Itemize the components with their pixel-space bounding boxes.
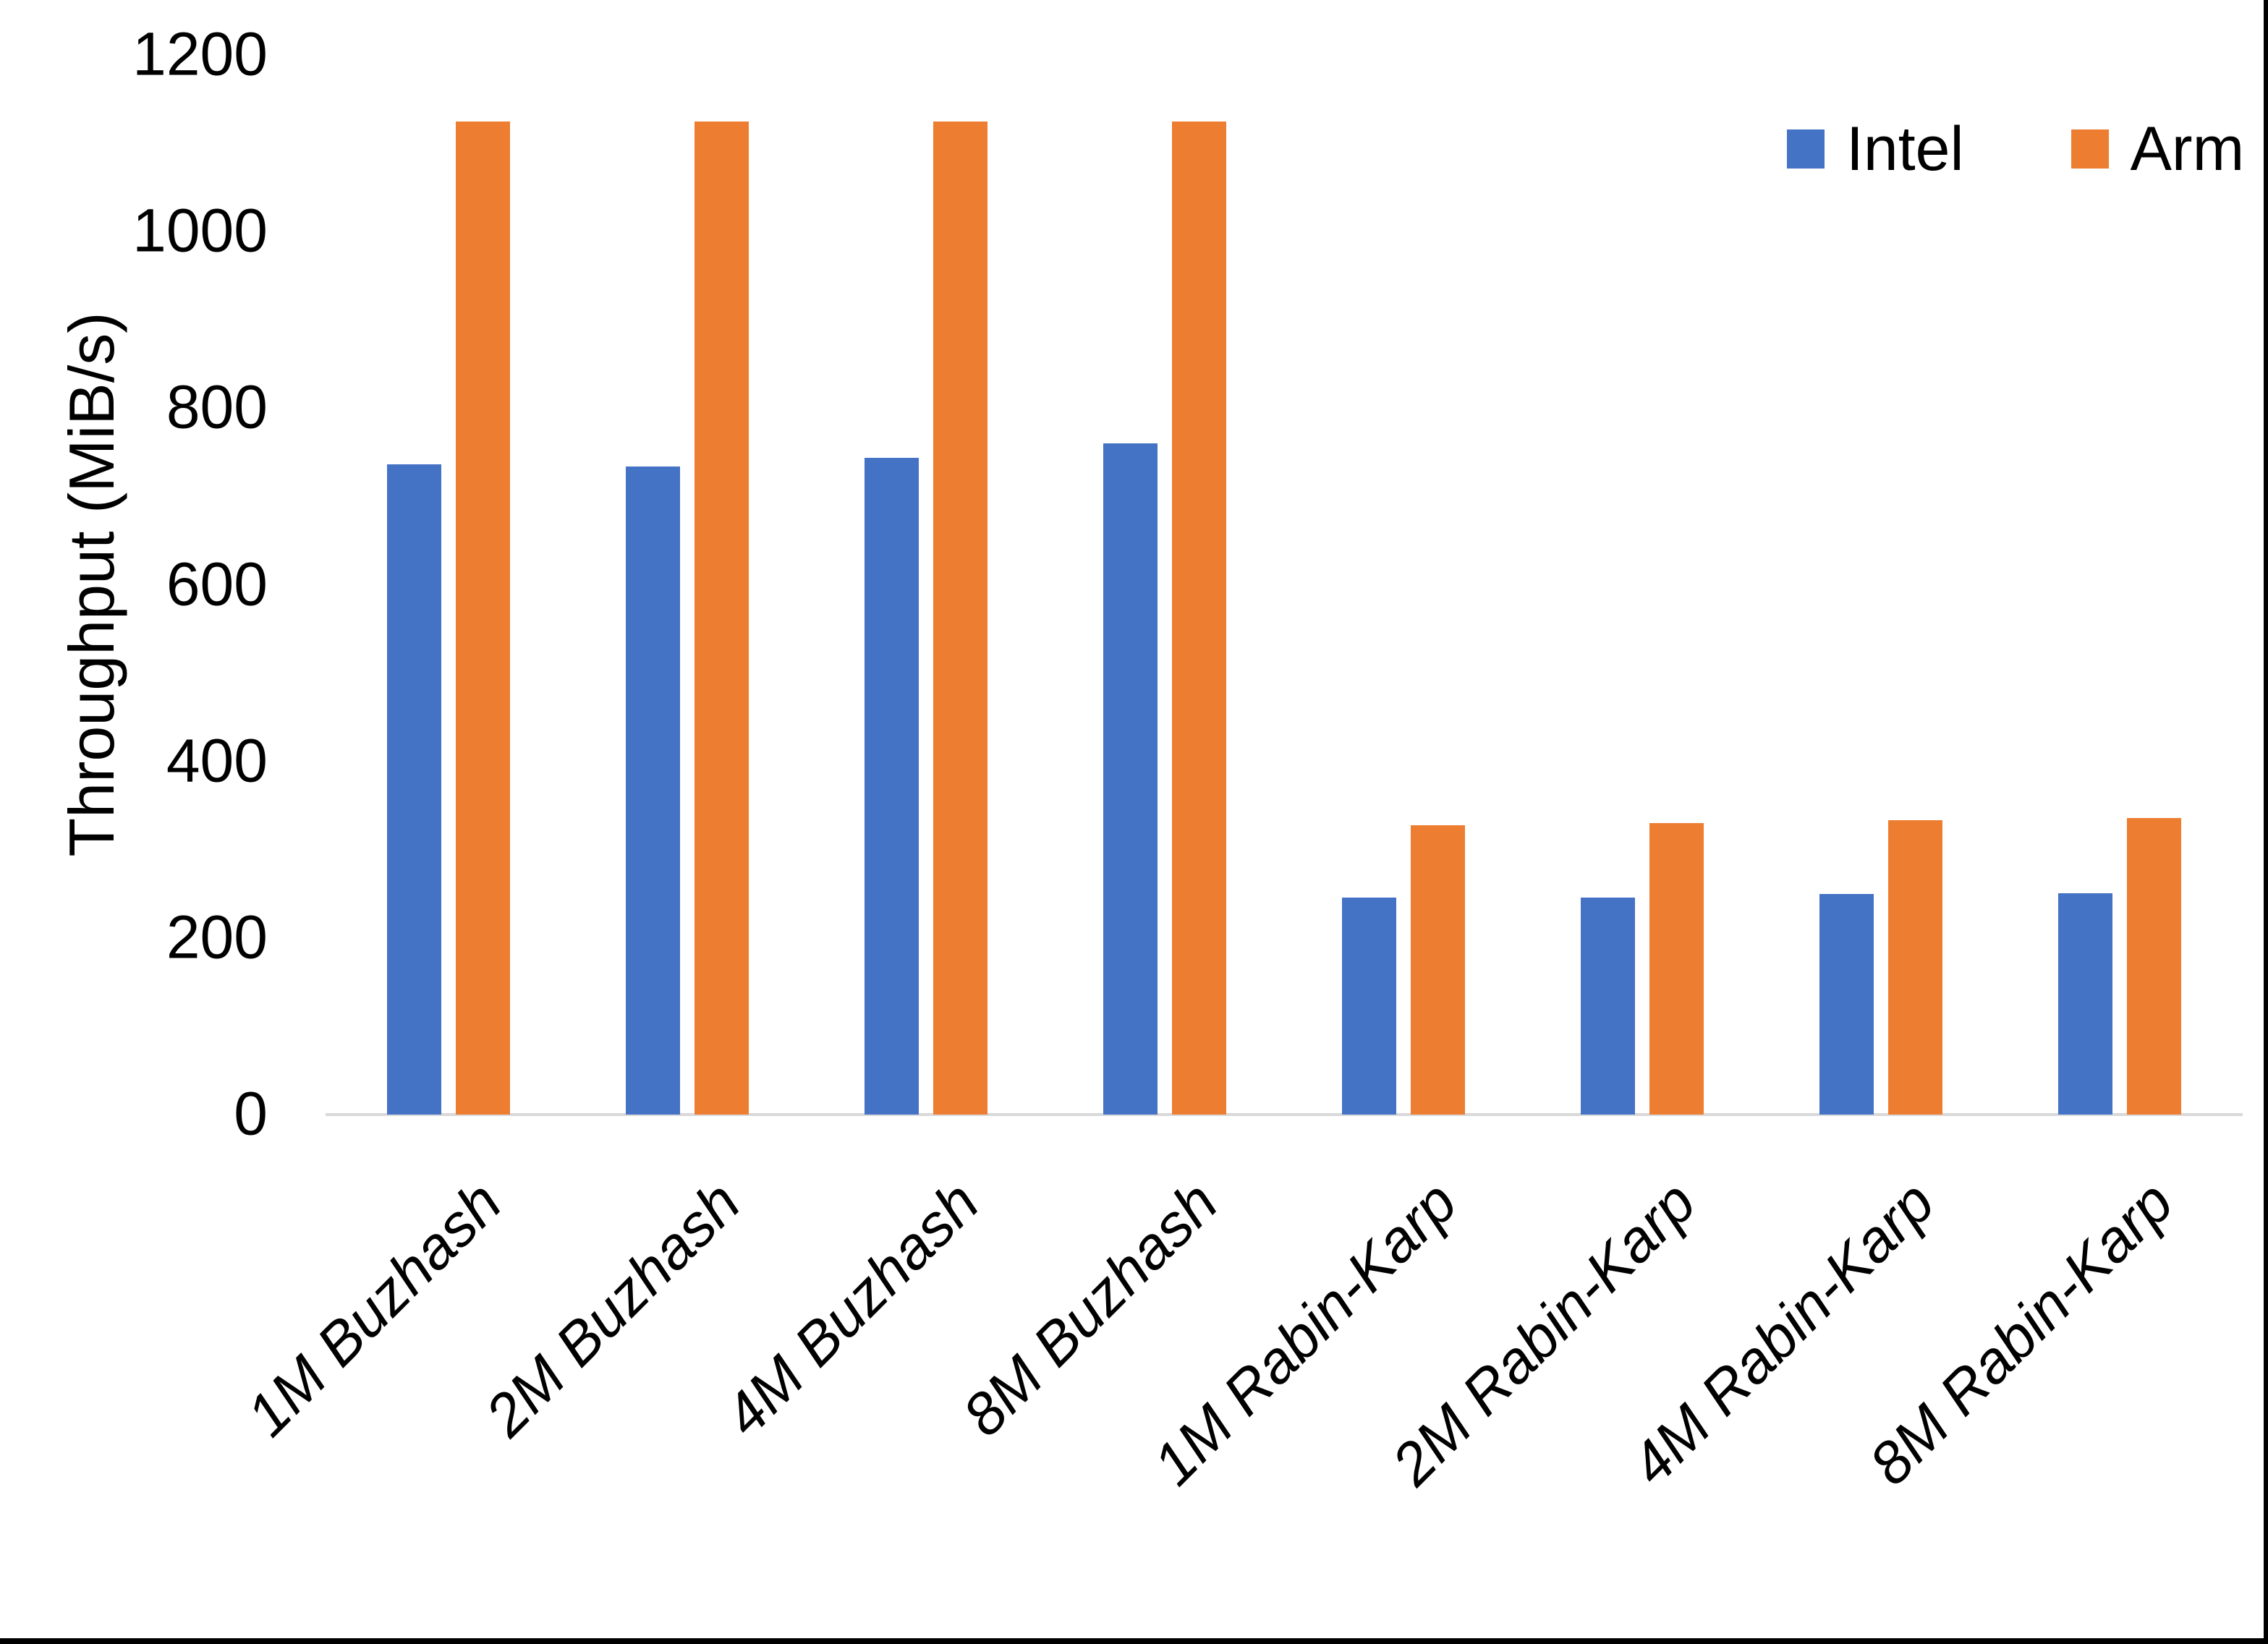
- legend: Intel Arm: [1787, 118, 2244, 180]
- legend-item-arm: Arm: [2070, 114, 2245, 184]
- bar-arm-1: [456, 122, 510, 1115]
- bar-intel-7: [1819, 894, 1874, 1115]
- bar-arm-3: [933, 122, 988, 1115]
- bar-intel-8: [2058, 893, 2112, 1115]
- bar-intel-1: [387, 464, 441, 1115]
- bar-arm-7: [1888, 820, 1942, 1115]
- y-axis-tick-label: 600: [166, 549, 268, 618]
- x-axis-label-1: 1M Buzhash: [234, 1169, 514, 1449]
- y-axis-tick-label: 1200: [132, 20, 268, 88]
- legend-label-intel: Intel: [1846, 114, 1964, 184]
- bar-arm-5: [1411, 825, 1465, 1115]
- intel-series-swatch: [1787, 129, 1825, 169]
- bar-arm-8: [2127, 818, 2181, 1115]
- bar-intel-5: [1342, 898, 1396, 1115]
- x-axis-line: [326, 1113, 2243, 1116]
- y-axis-tick-label: 400: [166, 725, 268, 794]
- bar-intel-6: [1581, 898, 1635, 1115]
- arm-series-swatch: [2070, 129, 2109, 169]
- legend-item-intel: Intel: [1787, 118, 1964, 180]
- y-axis-tick-label: 200: [166, 903, 268, 971]
- plot-area: [326, 55, 2243, 1116]
- y-axis-tick-label: 800: [166, 372, 268, 441]
- bar-intel-3: [865, 458, 919, 1115]
- bar-intel-2: [626, 467, 680, 1115]
- screenshot-right-border: [2264, 0, 2268, 1644]
- bar-arm-4: [1172, 122, 1226, 1115]
- bar-arm-2: [695, 122, 749, 1115]
- y-axis-tick-label: 1000: [132, 196, 268, 265]
- screenshot-bottom-border: [0, 1638, 2268, 1644]
- legend-label-arm: Arm: [2130, 114, 2245, 184]
- bar-intel-4: [1103, 443, 1158, 1115]
- x-axis-label-3: 4M Buzhash: [712, 1169, 992, 1449]
- bar-arm-6: [1649, 823, 1704, 1115]
- y-axis-tick-label: 0: [234, 1079, 268, 1148]
- x-axis-label-2: 2M Buzhash: [473, 1169, 753, 1449]
